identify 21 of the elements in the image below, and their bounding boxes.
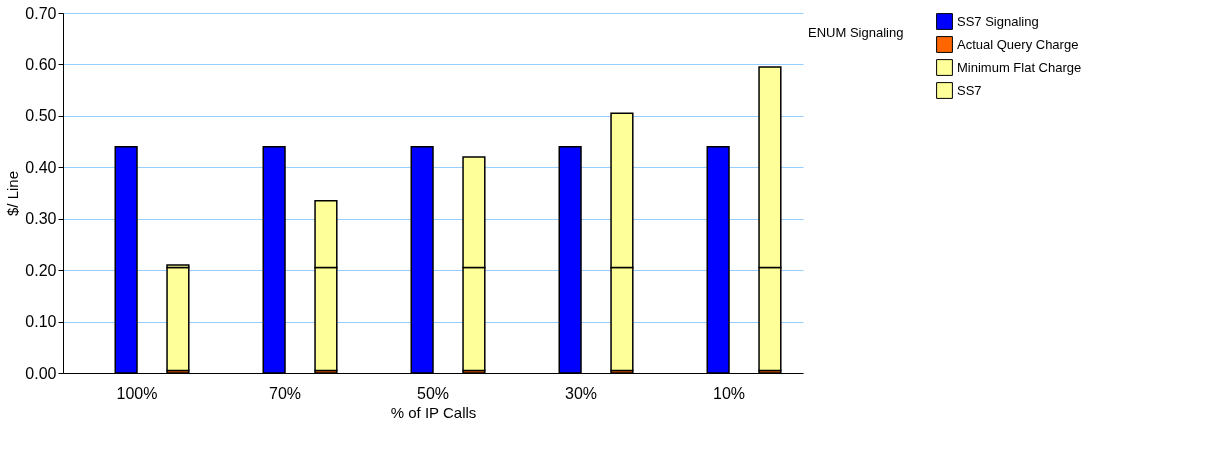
legend-label: SS7 Signaling	[957, 13, 1039, 29]
y-tick-label: 0.10	[25, 313, 57, 331]
legend-label: Minimum Flat Charge	[957, 59, 1082, 75]
y-tick-label: 0.00	[25, 364, 57, 382]
legend-label: Actual Query Charge	[957, 36, 1079, 52]
x-tick-label: 10%	[712, 384, 746, 402]
y-tick-label: 0.30	[25, 210, 57, 228]
x-axis-title: % of IP Calls	[390, 403, 477, 421]
y-tick-label: 0.60	[25, 55, 57, 73]
y-tick-label: 0.50	[25, 107, 57, 125]
x-tick-label: 100%	[116, 384, 158, 402]
y-tick-label: 0.20	[25, 261, 57, 279]
legend-label: SS7	[957, 82, 982, 98]
text: ENUM Signaling	[808, 25, 904, 40]
x-tick-label: 70%	[268, 384, 302, 402]
x-tick-label: 50%	[416, 384, 450, 402]
bar	[166, 266, 190, 372]
x-tick-label: 30%	[564, 384, 598, 402]
y-tick-label: 0.70	[25, 4, 57, 22]
y-tick-label: 0.40	[25, 158, 57, 176]
y-axis-title: $/ Line	[4, 170, 22, 217]
